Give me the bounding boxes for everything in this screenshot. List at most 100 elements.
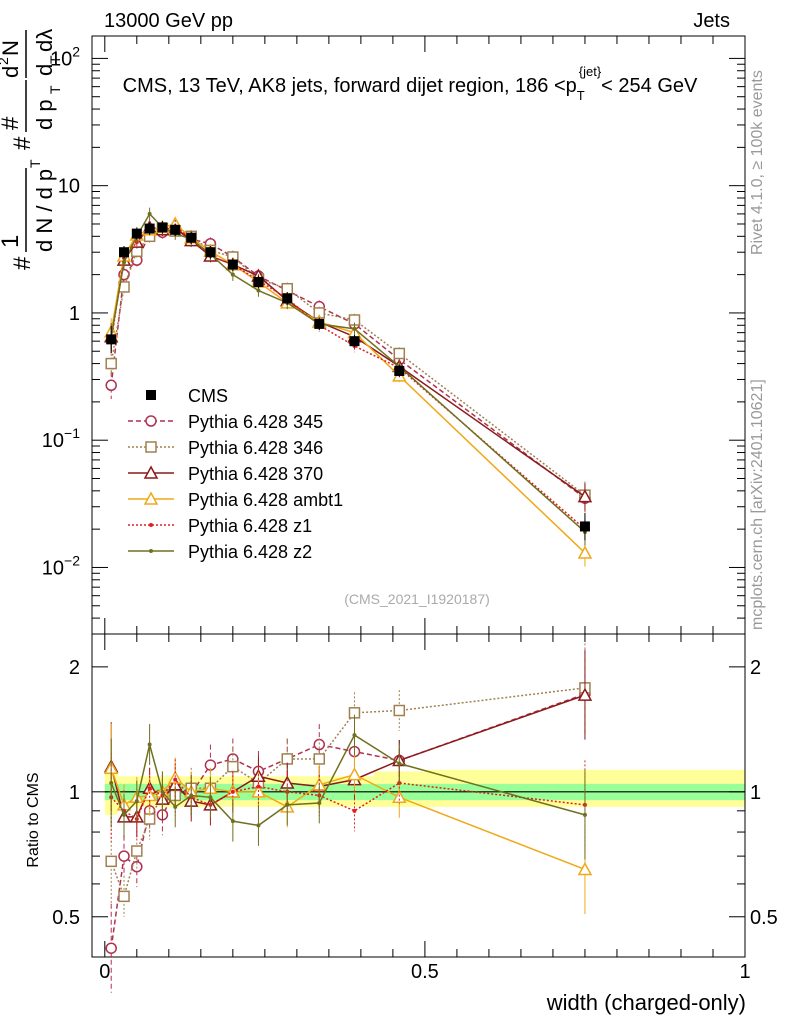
data-point [170,224,181,235]
ratio-y-tick-label: 2 [69,657,80,679]
data-point [394,365,405,376]
plot-title: CMS, 13 TeV, AK8 jets, forward dijet reg… [123,64,698,103]
data-point [147,211,152,216]
legend-label: Pythia 6.428 ambt1 [188,490,343,510]
data-point [392,789,407,804]
data-point [131,845,143,857]
x-tick-label: 0 [99,961,110,983]
series-line [110,226,586,498]
y-tick-label: 10−2 [42,552,80,579]
ratio-y-tick-label-right: 1 [750,782,761,804]
svg-text:d p: d p [32,99,57,130]
header-right: Jets [693,10,730,32]
svg-text:d: d [32,64,57,76]
data-point [579,521,590,532]
series-line [110,225,586,530]
series-line [110,223,586,554]
data-point [393,347,406,360]
legend-label: Pythia 6.428 z2 [188,542,312,562]
data-point [105,942,117,954]
data-point [349,336,360,347]
ratio-y-axis-label: Ratio to CMS [25,772,42,867]
x-tick-label: 1 [739,961,750,983]
legend-marker [145,415,157,427]
data-point [122,260,127,265]
legend-marker [149,549,153,553]
data-point [314,318,325,329]
data-point [105,379,117,392]
data-point [281,753,294,765]
data-point [256,784,261,789]
mcplots-label: mcplots.cern.ch [arXiv:2401.10621] [749,379,766,630]
data-point [253,277,264,288]
legend-label: CMS [188,386,228,406]
legend-label: Pythia 6.428 345 [188,412,323,432]
data-point [347,767,362,781]
legend-marker [149,523,153,527]
ratio-y-tick-label-right: 0.5 [750,907,778,929]
main-y-axis-label: # 1 d N / d p T # # d p T d 2 N d T dλ [0,29,63,270]
data-point [186,232,197,243]
data-point [189,793,194,798]
x-axis-label: width (charged-only) [546,990,746,1015]
legend-label: Pythia 6.428 346 [188,438,323,458]
data-point [118,850,130,862]
data-point [352,326,357,331]
svg-text:dλ: dλ [32,29,57,52]
data-point [282,293,293,304]
data-point [118,890,130,903]
svg-text:N: N [0,40,23,56]
y-tick-label: 10 [58,176,80,198]
data-point [352,808,357,813]
data-point [105,357,117,370]
data-point [577,861,593,876]
data-point [256,288,261,293]
svg-text:d N / d p: d N / d p [32,169,57,252]
data-point [230,272,235,277]
svg-text:T: T [27,159,43,168]
data-point [397,761,402,766]
data-point [122,812,127,817]
svg-text:d: d [0,66,23,78]
data-point [173,777,178,782]
plot-title-sup: {jet} [579,64,602,79]
data-point [208,795,213,800]
data-point [160,789,165,794]
plot-title-tail: < 254 GeV [601,75,698,97]
data-point [577,545,593,559]
svg-text:2: 2 [0,57,11,65]
ratio-plot-frame [91,633,746,958]
data-point [577,489,593,503]
legend-label: Pythia 6.428 370 [188,464,323,484]
legend-marker [143,465,159,479]
data-point [119,247,130,258]
data-point [230,789,235,794]
data-point [106,334,117,345]
data-point [317,800,322,805]
data-point [393,704,406,717]
data-point [227,259,238,270]
legend-marker [146,390,156,400]
legend-label: Pythia 6.428 z1 [188,516,312,536]
series-line [110,778,586,821]
data-point [134,799,139,804]
ratio-plot: 0 0.5 1 0.5 0.5 1 1 2 2 [52,633,778,993]
data-point [205,247,216,258]
svg-text:1: 1 [0,235,24,248]
series-line [110,229,586,499]
legend-marker [145,441,157,453]
legend-marker [143,491,159,505]
data-point [167,770,183,784]
main-plot: 10−2 10−1 1 10 102 CMS Pythia 6.428 345 Pythia … [42,35,746,635]
reference-label: (CMS_2021_I1920187) [344,591,490,607]
data-point [230,819,235,824]
y-tick-label: 1 [69,303,80,325]
svg-text:#: # [0,116,24,130]
ratio-y-tick-label: 1 [69,782,80,804]
y-tick-label: 102 [50,43,80,70]
data-point [131,228,142,239]
data-point [157,222,168,233]
data-point [256,823,261,828]
data-point [109,781,114,786]
